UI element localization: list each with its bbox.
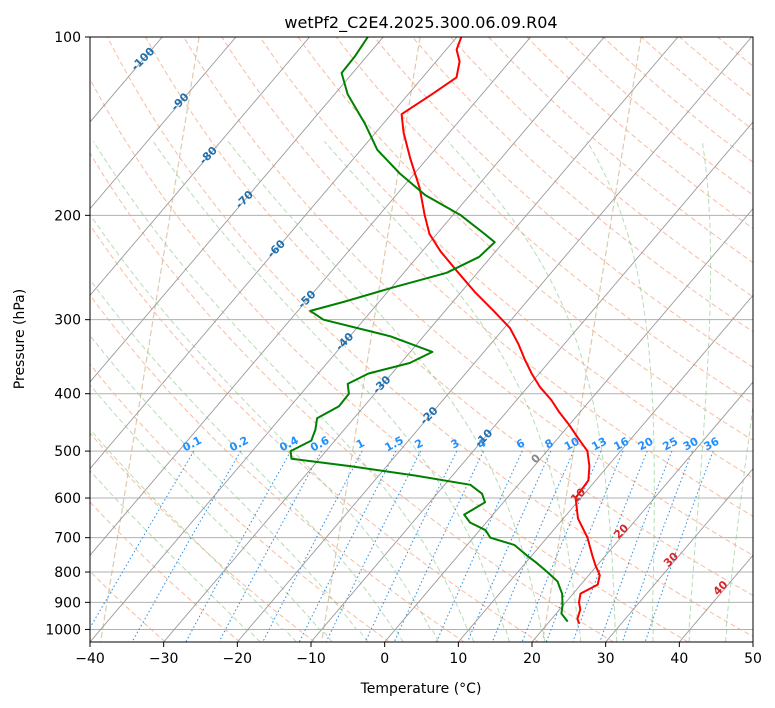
mixing-ratio-line	[325, 450, 422, 642]
mixing-ratio-label: 16	[612, 435, 632, 454]
x-tick-label: 0	[380, 651, 389, 667]
dry-adiabat-line	[450, 37, 753, 298]
mixing-ratio-label: 10	[562, 435, 582, 454]
moist-adiabat-line	[90, 213, 439, 642]
sounding-profiles	[289, 37, 601, 625]
x-tick-label: −20	[223, 651, 253, 667]
dry-adiabats	[90, 37, 753, 642]
x-tick-label: 30	[597, 651, 615, 667]
mixing-ratio-line	[364, 450, 458, 642]
isotherm-line	[384, 207, 753, 642]
y-tick-label: 400	[54, 387, 81, 403]
x-tick-label: 20	[523, 651, 541, 667]
mixing-ratio-line	[599, 450, 673, 642]
mixing-ratio-line	[521, 450, 602, 642]
x-tick-label: −40	[75, 651, 105, 667]
isotherm-line	[605, 467, 753, 642]
y-tick-label: 200	[54, 208, 81, 224]
saturation-curve-line	[321, 37, 421, 642]
mixing-ratio-line	[218, 450, 322, 642]
mixing-ratio-line	[545, 450, 624, 642]
mixing-ratio-line	[131, 450, 242, 642]
temperature-profile-line	[400, 37, 601, 625]
moist-adiabat-line	[586, 141, 655, 642]
moist-adiabat-line	[92, 141, 475, 642]
y-tick-label: 800	[54, 565, 81, 581]
isotherm-line	[236, 37, 752, 642]
y-tick-label: 1000	[45, 622, 81, 638]
isotherm-line	[90, 37, 384, 383]
dry-adiabat-line	[297, 37, 753, 441]
y-axis-label: Pressure (hPa)	[12, 289, 28, 389]
mixing-ratio-line	[572, 450, 648, 642]
moist-adiabat-line	[90, 470, 261, 642]
mixing-ratio-label: 30	[681, 435, 701, 454]
saturation-curves	[100, 37, 642, 642]
y-axis-ticks: 100 200 300 400 500 600 700 800 900 1000	[45, 30, 90, 638]
moist-adiabat-line	[725, 403, 753, 642]
isobar-gridlines	[90, 37, 753, 630]
x-tick-label: 10	[449, 651, 467, 667]
dewpoint-profile-line	[289, 37, 569, 623]
dry-adiabat-line	[412, 37, 753, 333]
mixing-ratio-label: 25	[660, 435, 680, 454]
dry-adiabat-line	[335, 37, 753, 404]
saturation-curve-line	[100, 37, 200, 642]
dry-adiabat-line	[221, 37, 753, 517]
moist-adiabat-line	[152, 141, 510, 642]
x-tick-label: 40	[670, 651, 688, 667]
moist-adiabat-line	[90, 428, 297, 642]
x-axis-ticks: −40 −30 −20 −10 0 10 20 30 40 50	[75, 642, 762, 667]
dry-adiabat-line	[90, 294, 465, 642]
mixing-ratio-line	[298, 450, 397, 642]
moist-adiabat-line	[688, 141, 712, 642]
y-tick-label: 700	[54, 531, 81, 547]
isotherm-line	[90, 37, 531, 557]
isotherm-line	[310, 121, 753, 642]
y-tick-label: 500	[54, 444, 81, 460]
moist-adiabat-line	[324, 140, 582, 642]
y-tick-label: 600	[54, 491, 81, 507]
isotherm-line	[90, 37, 237, 210]
isotherm-line	[90, 37, 310, 297]
moist-adiabat-line	[90, 334, 369, 642]
mixing-ratio-lines	[90, 450, 714, 642]
isotherm-line	[90, 37, 605, 642]
dry-adiabat-line	[90, 224, 540, 642]
mixing-ratio-line	[621, 450, 693, 642]
y-tick-label: 900	[54, 595, 81, 611]
y-tick-label: 300	[54, 313, 81, 329]
dry-adiabat-line	[144, 37, 753, 597]
mixing-ratio-label: 20	[636, 435, 656, 454]
saturation-curve-line	[542, 37, 642, 642]
x-tick-label: −30	[149, 651, 179, 667]
dry-adiabat-line	[90, 432, 316, 642]
dry-adiabat-line	[90, 363, 390, 642]
x-tick-label: −10	[296, 651, 326, 667]
dry-adiabat-line	[90, 501, 241, 642]
mixing-ratio-label: 13	[589, 435, 609, 454]
moist-adiabats	[90, 140, 753, 642]
chart-title: wetPf2_C2E4.2025.300.06.09.R04	[284, 13, 557, 33]
y-tick-label: 100	[54, 30, 81, 46]
moist-adiabat-line	[227, 140, 546, 642]
x-axis-label: Temperature (°C)	[360, 681, 482, 697]
x-tick-label: 50	[744, 651, 762, 667]
isotherm-line	[457, 294, 753, 642]
isotherm-line	[531, 381, 753, 642]
mixing-ratio-line	[262, 450, 363, 642]
moist-adiabat-line	[90, 278, 404, 642]
plot-frame	[89, 36, 754, 643]
dry-adiabat-line	[90, 77, 689, 642]
mixing-ratio-label: 36	[702, 435, 722, 454]
moist-adiabat-line	[447, 140, 618, 642]
isotherm-line	[163, 37, 679, 642]
mixing-ratio-line	[185, 450, 292, 642]
